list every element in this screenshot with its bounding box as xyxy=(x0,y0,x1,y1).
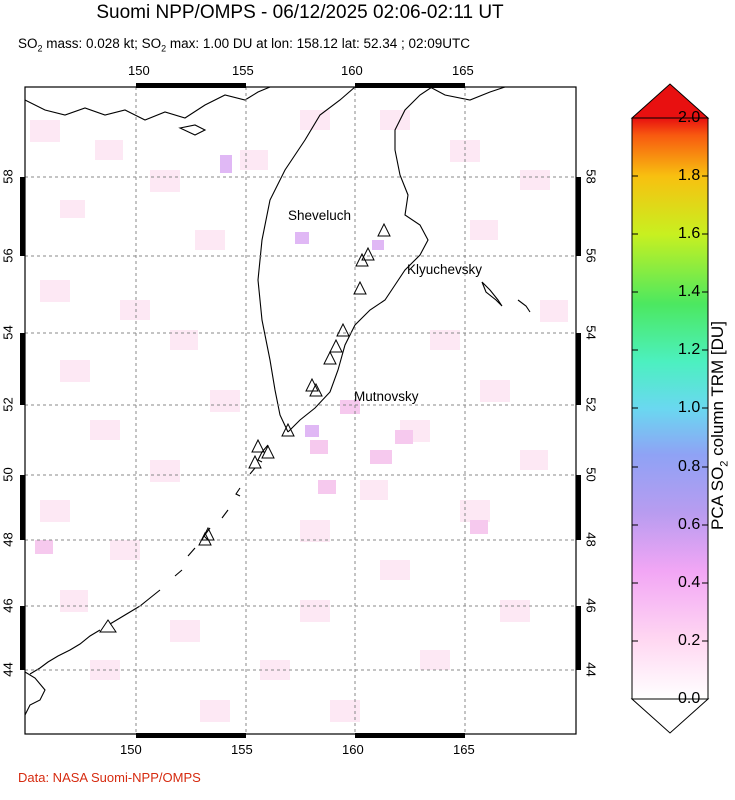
lat-tick-left-48: 48 xyxy=(0,532,16,547)
colorbar-label-0.4: 0.4 xyxy=(678,574,701,591)
lat-tick-left-50: 50 xyxy=(0,467,16,482)
subtitle-so: SO xyxy=(18,36,38,51)
subtitle-rest: max: 1.00 DU at lon: 158.12 lat: 52.34 ;… xyxy=(166,36,471,51)
subtitle-sub: 2 xyxy=(37,43,43,54)
map-frame xyxy=(24,86,577,735)
lat-tick-right-56: 56 xyxy=(583,248,599,263)
volcano-markers xyxy=(99,222,391,633)
lon-tick-top-150: 150 xyxy=(128,63,150,78)
colorbar-title-post: column TRM [DU] xyxy=(708,321,727,461)
colorbar-label-2.0: 2.0 xyxy=(678,109,701,126)
colorbar-label-1.4: 1.4 xyxy=(678,283,701,300)
colorbar-title: PCA SO2 column TRM [DU] xyxy=(708,310,730,530)
colorbar-title-pre: PCA SO xyxy=(708,466,727,530)
lon-tick-bottom-160: 160 xyxy=(342,742,364,757)
subtitle-sub2: 2 xyxy=(161,43,167,54)
lat-tick-left-56: 56 xyxy=(0,248,16,263)
lat-tick-left-58: 58 xyxy=(0,169,16,184)
lon-tick-top-165: 165 xyxy=(452,63,474,78)
lat-tick-right-44: 44 xyxy=(583,662,599,677)
colorbar-label-1.6: 1.6 xyxy=(678,225,701,242)
graticule xyxy=(25,87,576,734)
lat-tick-right-48: 48 xyxy=(583,532,599,547)
lat-tick-left-52: 52 xyxy=(0,397,16,412)
colorbar-title-sub: 2 xyxy=(718,460,731,467)
lon-tick-bottom-155: 155 xyxy=(231,742,253,757)
map-subtitle: SO2 mass: 0.028 kt; SO2 max: 1.00 DU at … xyxy=(18,36,470,54)
volcano-label-klyuchevsky: Klyuchevsky xyxy=(407,262,483,277)
colorbar-label-0.8: 0.8 xyxy=(678,458,701,475)
colorbar-label-1.2: 1.2 xyxy=(678,341,701,358)
colorbar-label-1.8: 1.8 xyxy=(678,167,701,184)
lat-tick-right-58: 58 xyxy=(583,169,599,184)
colorbar-label-0.2: 0.2 xyxy=(678,632,701,649)
lat-tick-left-54: 54 xyxy=(0,325,16,340)
border-bars xyxy=(20,83,581,738)
lon-tick-top-160: 160 xyxy=(341,63,363,78)
lat-tick-right-46: 46 xyxy=(583,598,599,613)
lon-tick-top-155: 155 xyxy=(232,63,254,78)
subtitle-mid: mass: 0.028 kt; SO xyxy=(42,36,162,51)
colorbar-label-0.0: 0.0 xyxy=(678,690,701,707)
lon-tick-bottom-150: 150 xyxy=(120,742,142,757)
volcano-label-mutnovsky: Mutnovsky xyxy=(354,389,419,404)
colorbar-label-1.0: 1.0 xyxy=(678,399,701,416)
volcano-label-sheveluch: Sheveluch xyxy=(288,208,352,223)
lat-tick-left-46: 46 xyxy=(0,598,16,613)
lat-tick-right-54: 54 xyxy=(583,325,599,340)
data-credit: Data: NASA Suomi-NPP/OMPS xyxy=(18,770,201,785)
lon-tick-bottom-165: 165 xyxy=(453,742,475,757)
so2-pixels xyxy=(30,110,568,722)
lat-tick-right-52: 52 xyxy=(583,397,599,412)
map-title: Suomi NPP/OMPS - 06/12/2025 02:06-02:11 … xyxy=(96,2,504,23)
colorbar-label-0.6: 0.6 xyxy=(678,516,701,533)
lat-tick-right-50: 50 xyxy=(583,467,599,482)
lat-tick-left-44: 44 xyxy=(0,662,16,677)
coastlines xyxy=(25,87,531,716)
